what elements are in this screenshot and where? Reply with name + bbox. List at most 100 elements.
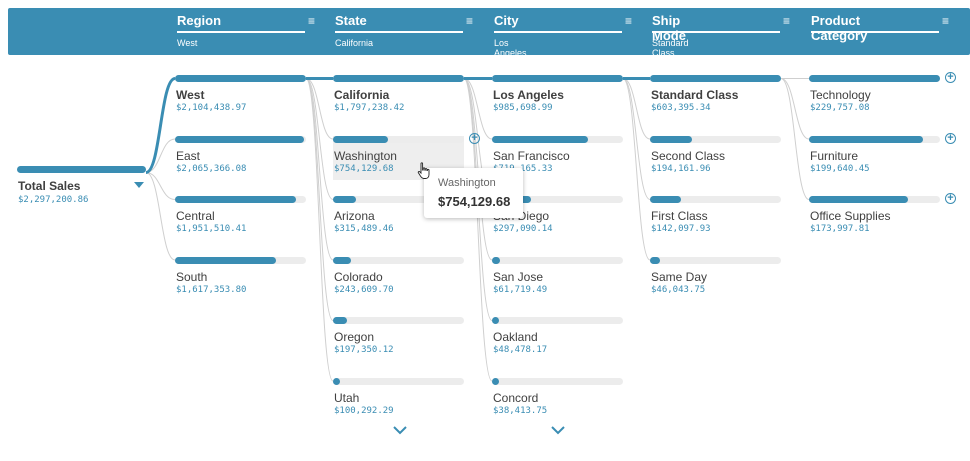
node-value: $985,698.99 xyxy=(493,103,553,113)
tree-node[interactable]: Furniture $199,640.45 + xyxy=(809,132,956,180)
node-label: California xyxy=(334,88,390,102)
node-bar xyxy=(492,317,499,324)
tree-node[interactable]: Concord $38,413.75 xyxy=(492,377,623,422)
header-subtitle: Standard Class xyxy=(652,38,689,58)
node-bar xyxy=(333,256,351,264)
plus-circle-icon[interactable]: + xyxy=(469,132,480,144)
header-underline xyxy=(811,31,939,33)
hamburger-menu-icon[interactable]: ≡ xyxy=(942,14,950,28)
node-label: Office Supplies xyxy=(810,209,891,223)
node-bar xyxy=(650,256,660,264)
node-label: Oakland xyxy=(493,330,538,344)
node-bar-track xyxy=(492,377,623,385)
node-bar-track xyxy=(492,135,623,143)
node-value: $194,161.96 xyxy=(651,163,711,174)
tree-node[interactable]: California $1,797,238.42 xyxy=(333,75,464,119)
root-label: Total Sales xyxy=(18,179,81,193)
node-label: East xyxy=(176,148,201,163)
tree-node[interactable]: Second Class $194,161.96 xyxy=(650,135,781,180)
header-bar: Region West ≡ State California ≡ City Lo… xyxy=(8,8,970,58)
connector-line xyxy=(463,78,493,382)
node-bar-track xyxy=(333,377,464,385)
node-bar-track xyxy=(809,75,940,82)
node-bar xyxy=(650,75,781,82)
node-value: $2,104,438.97 xyxy=(176,103,247,113)
connector-line xyxy=(305,78,334,261)
tooltip-value: $754,129.68 xyxy=(438,194,511,209)
node-bar-track xyxy=(650,256,781,264)
node-bar xyxy=(809,196,909,203)
node-bar xyxy=(333,317,348,324)
tree-node[interactable]: Oregon $197,350.12 xyxy=(333,317,464,361)
tree-node[interactable]: West $2,104,438.97 xyxy=(175,75,306,119)
tree-node[interactable]: Same Day $46,043.75 xyxy=(650,256,781,301)
node-bar-track xyxy=(175,135,306,143)
plus-circle-icon[interactable]: + xyxy=(945,132,956,144)
plus-circle-icon[interactable]: + xyxy=(945,193,956,204)
tooltip: Washington $754,129.68 xyxy=(424,168,523,218)
tree-node[interactable]: Colorado $243,609.70 xyxy=(333,256,464,301)
header-underline xyxy=(335,31,463,33)
hamburger-menu-icon[interactable]: ≡ xyxy=(783,14,791,28)
tooltip-title: Washington xyxy=(438,177,496,189)
node-bar-track xyxy=(809,135,940,143)
connector-line xyxy=(305,78,334,200)
tree-node[interactable]: Oakland $48,478.17 xyxy=(492,317,623,361)
node-label: First Class xyxy=(651,209,708,223)
plus-circle-icon[interactable]: + xyxy=(945,72,956,83)
node-bar xyxy=(175,256,276,264)
node-label: Standard Class xyxy=(651,88,739,102)
node-value: $1,951,510.41 xyxy=(176,224,247,234)
caret-down-icon[interactable] xyxy=(134,182,144,188)
connector-line xyxy=(780,78,810,200)
node-bar-track xyxy=(333,317,464,324)
tree-node[interactable]: Central $1,951,510.41 xyxy=(175,196,306,240)
node-bar-track xyxy=(175,256,306,264)
node-value: $754,129.68 xyxy=(334,163,394,174)
chevron-down-icon[interactable] xyxy=(551,425,565,435)
hamburger-menu-icon[interactable]: ≡ xyxy=(625,14,633,28)
node-bar xyxy=(333,196,356,203)
node-value: $719,165.33 xyxy=(493,163,553,174)
root-value: $2,297,200.86 xyxy=(18,195,89,205)
node-label: Second Class xyxy=(651,148,726,163)
node-bar xyxy=(333,377,341,385)
node-value: $2,065,366.08 xyxy=(176,163,247,174)
node-bar xyxy=(809,75,940,82)
node-bar-track xyxy=(650,75,781,82)
node-bar-track xyxy=(333,196,464,203)
node-label: Los Angeles xyxy=(493,88,564,102)
node-value: $229,757.08 xyxy=(810,103,870,113)
chevron-down-icon[interactable] xyxy=(393,425,407,435)
node-label: Colorado xyxy=(334,269,383,284)
tree-node[interactable]: Standard Class $603,395.34 xyxy=(650,75,781,119)
node-label: Oregon xyxy=(334,330,375,344)
tree-node[interactable]: San Jose $61,719.49 xyxy=(492,256,623,301)
connector-line xyxy=(305,78,334,321)
tree-node[interactable]: First Class $142,097.93 xyxy=(650,196,781,240)
node-label: San Jose xyxy=(493,269,544,284)
node-value: $243,609.70 xyxy=(334,284,394,295)
node-label: Furniture xyxy=(810,148,859,163)
tree-node[interactable]: Technology $229,757.08 + xyxy=(809,72,956,119)
node-bar-track xyxy=(809,196,940,203)
node-bar xyxy=(650,196,681,203)
tree-node[interactable]: Office Supplies $173,997.81 + xyxy=(809,193,956,240)
node-value: $297,090.14 xyxy=(493,224,553,234)
node-bar xyxy=(492,256,501,264)
tree-node[interactable]: Arizona $315,489.46 xyxy=(333,196,464,240)
tree-node[interactable]: Los Angeles $985,698.99 xyxy=(492,75,623,119)
tree-node[interactable]: South $1,617,353.80 xyxy=(175,256,306,301)
tree-node[interactable]: East $2,065,366.08 xyxy=(175,135,306,180)
hamburger-menu-icon[interactable]: ≡ xyxy=(308,14,316,28)
connector-line xyxy=(145,172,176,261)
tree-node[interactable]: San Francisco $719,165.33 xyxy=(492,135,623,180)
header-underline xyxy=(177,31,305,33)
tree-node[interactable]: Utah $100,292.29 xyxy=(333,377,464,422)
hamburger-menu-icon[interactable]: ≡ xyxy=(466,14,474,28)
node-bar-track xyxy=(333,256,464,264)
node-label: Same Day xyxy=(651,269,708,284)
node-bar xyxy=(333,135,388,143)
node-value: $1,797,238.42 xyxy=(334,103,405,113)
node-value: $100,292.29 xyxy=(334,405,394,416)
